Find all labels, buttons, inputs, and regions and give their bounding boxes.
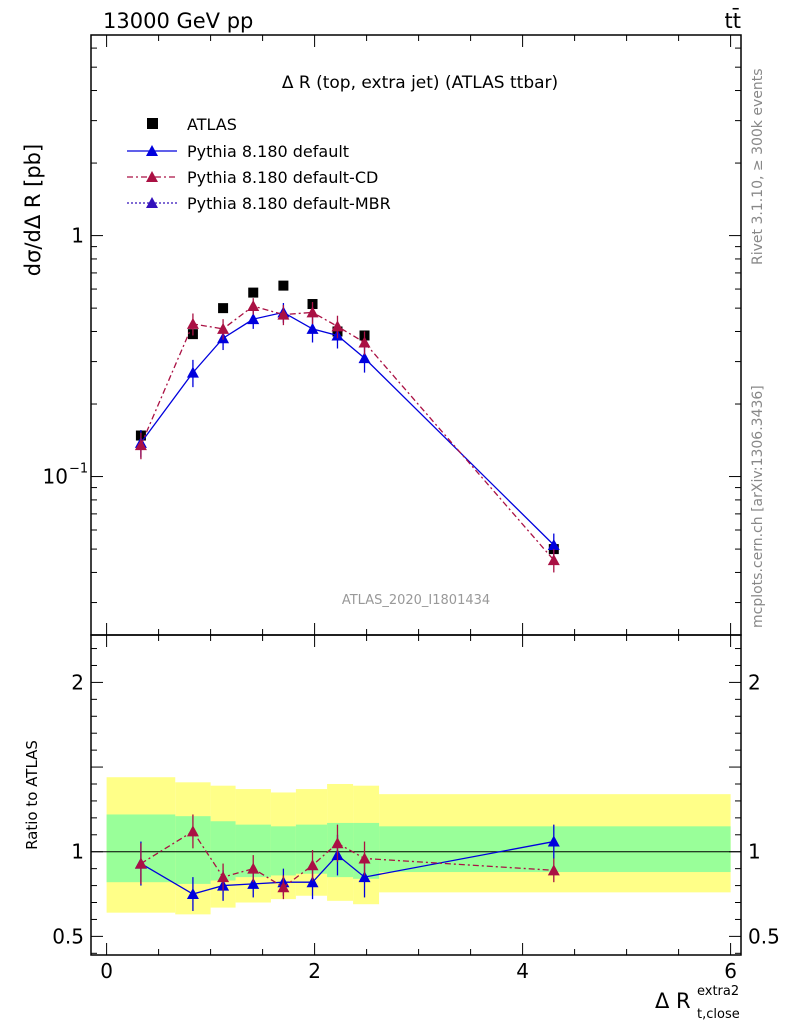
band-green — [353, 822, 380, 879]
series-marker — [247, 313, 260, 325]
mcplots-label-text: mcplots.cern.ch [arXiv:1306.3436] — [750, 385, 766, 628]
ratio-marker — [358, 871, 371, 883]
series-line — [140, 311, 555, 546]
series-marker — [547, 554, 560, 566]
series-marker — [358, 352, 371, 364]
ratio-marker — [547, 864, 560, 876]
ratio-marker — [217, 871, 230, 883]
x-axis-label: Δ R t,close extra2 — [655, 984, 740, 1022]
x-tick-label: 4 — [516, 959, 529, 983]
series-0 — [135, 280, 559, 555]
ratio-marker — [306, 876, 319, 888]
legend: ATLAS Pythia 8.180 default Pythia 8.180 de… — [127, 115, 391, 213]
series-marker — [217, 322, 230, 334]
ratio-y-tick-label-right: 2 — [748, 670, 761, 694]
x-axis-label-sup: extra2 — [697, 984, 739, 999]
data-series — [134, 280, 560, 911]
ratio-bands — [106, 777, 731, 915]
x-axis-label-main: Δ R — [655, 989, 691, 1013]
band-green — [270, 826, 296, 876]
ratio-plot-frame — [90, 634, 742, 956]
ratio-marker — [306, 859, 319, 871]
series-2 — [134, 298, 560, 573]
ratio-marker — [331, 837, 344, 849]
legend-label: Pythia 8.180 default-CD — [187, 168, 378, 187]
ratio-series-2 — [134, 814, 560, 900]
series-marker — [134, 439, 147, 451]
chart-title: Δ R (top, extra jet) (ATLAS ttbar) — [282, 73, 558, 93]
series-marker — [306, 322, 319, 334]
ratio-y-tick-label: 1 — [71, 840, 84, 864]
atlas-data-point — [248, 287, 259, 298]
main-y-tick-exponent: −1 — [69, 462, 88, 477]
x-tick-label: 6 — [724, 959, 737, 983]
ratio-marker — [247, 877, 260, 889]
atlas-data-point — [218, 303, 229, 314]
ratio-marker — [186, 825, 199, 837]
band-green — [327, 822, 354, 878]
x-axis-label-sub: t,close — [697, 1007, 740, 1022]
atlas-data-point — [278, 280, 289, 291]
ratio-marker — [358, 852, 371, 864]
series-marker — [247, 300, 260, 312]
ratio-marker — [547, 835, 560, 847]
series-marker — [186, 317, 199, 329]
rivet-label-text: Rivet 3.1.10, ≥ 300k events — [750, 68, 766, 265]
main-y-tick-label: 1 — [71, 224, 84, 248]
axes: 0 2 4 6 1 10 −1 2 2 1 1 0.5 0.5 — [43, 35, 780, 983]
series-marker — [186, 366, 199, 378]
ratio-y-tick-label: 0.5 — [52, 924, 84, 948]
legend-marker — [146, 145, 158, 156]
series-marker — [358, 336, 371, 348]
legend-marker — [146, 197, 158, 208]
ratio-y-tick-label-right: 1 — [748, 840, 761, 864]
series-marker — [306, 306, 319, 318]
main-y-axis-label: dσ/dΔ R [pb] — [21, 144, 45, 276]
series-marker — [547, 538, 560, 550]
x-tick-label: 0 — [100, 959, 113, 983]
process-label: tt̄ — [725, 8, 741, 33]
band-green — [379, 826, 731, 873]
series-line — [140, 305, 555, 561]
ratio-y-tick-label-right: 0.5 — [748, 924, 780, 948]
legend-marker — [147, 118, 158, 129]
legend-label: Pythia 8.180 default-MBR — [187, 194, 391, 213]
series-marker — [277, 308, 290, 320]
ratio-marker — [277, 881, 290, 893]
main-y-tick-label: 10 — [43, 465, 68, 489]
legend-marker — [146, 171, 158, 182]
series-marker — [331, 320, 344, 332]
legend-label: Pythia 8.180 default — [187, 142, 349, 161]
beam-label: 13000 GeV pp — [103, 9, 253, 33]
rivet-label: Rivet 3.1.10, ≥ 300k events — [750, 68, 766, 265]
mcplots-label: mcplots.cern.ch [arXiv:1306.3436] — [750, 385, 766, 628]
ratio-y-axis-label-text: Ratio to ATLAS — [23, 740, 41, 850]
ratio-marker — [134, 857, 147, 869]
series-1 — [134, 303, 560, 558]
x-tick-label: 2 — [308, 959, 321, 983]
ratio-marker — [186, 888, 199, 900]
legend-label: ATLAS — [187, 115, 237, 134]
ratio-marker — [247, 862, 260, 874]
analysis-tag: ATLAS_2020_I1801434 — [342, 593, 490, 608]
main-y-axis-label-text: dσ/dΔ R [pb] — [21, 144, 45, 276]
ratio-y-tick-label: 2 — [71, 670, 84, 694]
ratio-y-axis-label: Ratio to ATLAS — [23, 740, 41, 850]
